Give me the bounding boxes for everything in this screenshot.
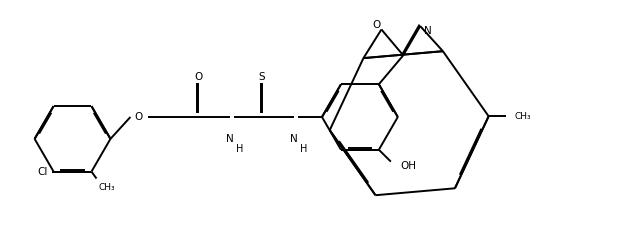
Text: O: O — [194, 72, 203, 82]
Text: OH: OH — [401, 161, 417, 171]
Text: CH₃: CH₃ — [515, 112, 531, 121]
Text: N: N — [290, 134, 298, 144]
Text: O: O — [134, 112, 143, 122]
Text: O: O — [372, 20, 380, 31]
Text: H: H — [300, 144, 308, 154]
Text: CH₃: CH₃ — [98, 183, 115, 192]
Text: N: N — [227, 134, 234, 144]
Text: S: S — [259, 72, 266, 82]
Text: H: H — [237, 144, 244, 154]
Text: Cl: Cl — [37, 167, 47, 176]
Text: N: N — [424, 26, 432, 36]
